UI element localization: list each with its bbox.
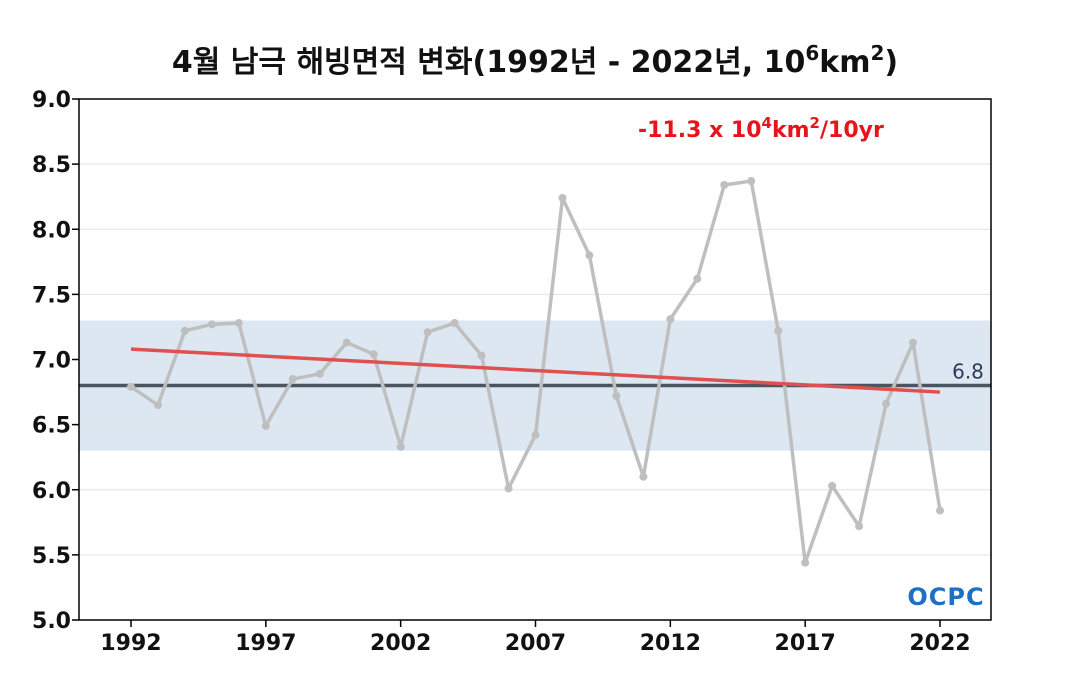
ocpc-logo: OCPC [907,583,984,611]
x-tick-label: 2002 [370,631,431,656]
x-tick-label: 2012 [640,631,701,656]
data-point [477,351,486,360]
data-point [855,522,864,531]
data-point [585,251,594,260]
data-point [504,484,513,493]
data-point [612,391,621,400]
x-tick-label: 2022 [909,631,970,656]
title-sup1: 6 [805,41,819,65]
data-point [531,431,540,440]
y-tick-label: 8.5 [32,153,71,178]
trend-label-post: /10yr [820,118,884,143]
y-tick-label: 7.0 [32,349,71,374]
chart-title: 4월 남극 해빙면적 변화(1992년 - 2022년, 106km2) [172,41,898,80]
data-point [639,472,648,481]
data-point [693,274,702,283]
data-point [936,506,944,515]
data-point [288,375,297,384]
title-sup2: 2 [870,41,884,65]
y-tick-label: 9.0 [32,88,71,113]
title-mid: km [819,45,870,80]
data-point [207,320,216,329]
y-tick-label: 6.0 [32,479,71,504]
x-tick-label: 2007 [505,631,566,656]
data-point [261,421,270,430]
y-tick-label: 5.0 [32,609,71,634]
y-tick-label: 8.0 [32,218,71,243]
x-tick-label: 1992 [100,631,161,656]
data-point [153,401,162,410]
data-point [396,442,405,451]
data-point [342,338,351,347]
data-point [882,399,891,408]
data-point [450,319,459,328]
data-point [801,558,810,567]
y-tick-label: 7.5 [32,283,71,308]
title-end: ) [884,45,898,80]
x-tick-label: 2017 [775,631,836,656]
title-main: 4월 남극 해빙면적 변화(1992년 - 2022년, 10 [172,45,805,80]
trend-line [130,347,941,394]
y-tick-label: 5.5 [32,544,71,569]
trend-label-sup2: 2 [810,114,820,132]
grid-lines [79,163,991,556]
data-point [747,177,756,186]
x-tick-label: 1997 [235,631,296,656]
data-point [127,382,135,391]
data-point [558,193,567,202]
y-axis-ticks: 5.0 5.5 6.0 6.5 7.0 7.5 8.0 8.5 9.0 [32,88,79,634]
mean-label: 6.8 [952,360,984,384]
x-axis-ticks: 1992 1997 2002 2007 2012 2017 2022 [100,620,971,656]
y-tick-label: 6.5 [32,414,71,439]
data-point [234,319,243,328]
data-point [828,481,837,490]
data-point [774,326,783,335]
trend-label-sup1: 4 [762,114,772,132]
data-point [909,338,918,347]
data-point [720,180,729,189]
trend-label-mid: km [772,118,810,143]
data-point [666,315,675,324]
data-point [315,369,324,378]
data-point [180,326,189,335]
data-points [127,177,944,567]
trend-label-pre: -11.3 x 10 [638,118,762,143]
trend-label: -11.3 x 104km2/10yr [638,114,884,143]
data-point [369,350,378,359]
data-point [423,328,432,337]
